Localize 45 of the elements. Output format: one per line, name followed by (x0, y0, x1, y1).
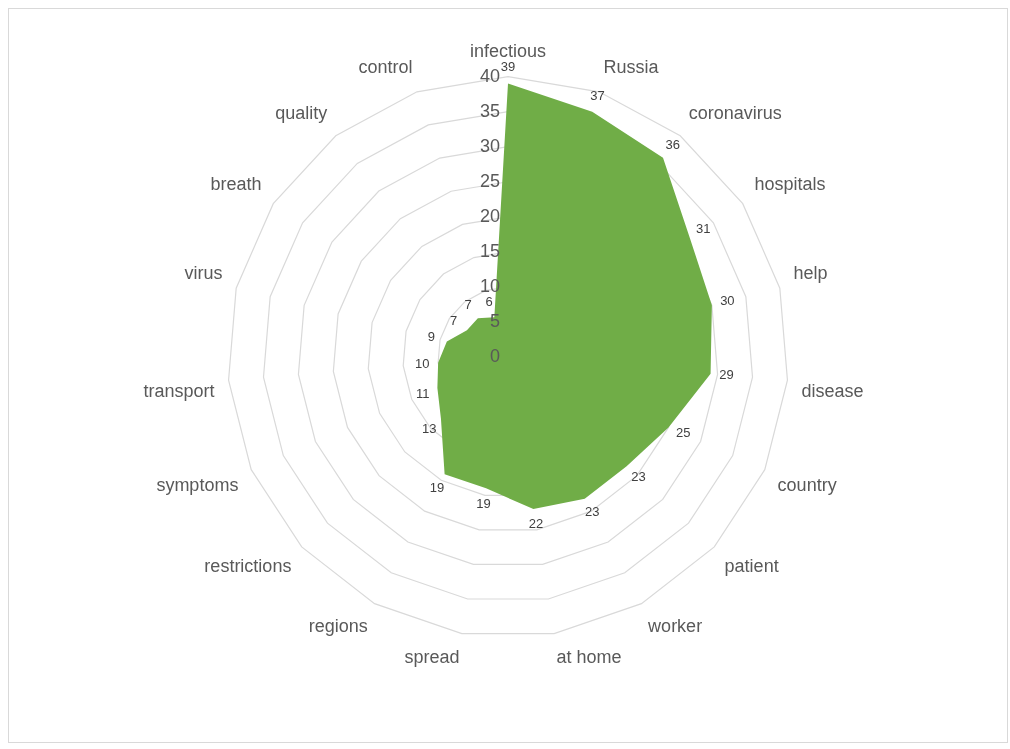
spoke-label: spread (404, 647, 460, 668)
y-tick-label: 0 (489, 345, 500, 366)
spoke-label: control (358, 56, 413, 77)
data-label: 22 (528, 516, 544, 532)
data-label: 9 (427, 329, 435, 345)
data-label: 7 (449, 312, 458, 328)
data-label: 39 (500, 59, 516, 75)
spoke-label: patient (724, 556, 779, 577)
data-label: 30 (720, 293, 735, 309)
spoke-label: hospitals (754, 174, 826, 195)
spoke-label: breath (210, 174, 262, 195)
data-label: 23 (631, 468, 646, 484)
data-label: 19 (476, 495, 491, 511)
data-label: 13 (421, 421, 437, 437)
data-label: 11 (415, 385, 430, 401)
data-label: 31 (696, 220, 711, 236)
y-tick-label: 40 (479, 65, 500, 86)
spoke-label: virus (184, 262, 223, 283)
data-label: 36 (665, 136, 681, 152)
spoke-label: worker (647, 615, 703, 636)
spoke-label: quality (275, 102, 328, 123)
spoke-label: country (777, 475, 837, 496)
spoke-label: regions (308, 615, 368, 636)
y-tick-label: 20 (479, 205, 500, 226)
y-tick-label: 35 (479, 100, 500, 121)
spoke-label: restrictions (204, 556, 292, 577)
data-label: 19 (429, 479, 445, 495)
spoke-label: symptoms (156, 475, 239, 496)
y-tick-label: 25 (479, 170, 500, 191)
data-label: 37 (590, 88, 605, 104)
y-tick-label: 5 (489, 310, 500, 331)
data-label: 25 (675, 425, 691, 441)
data-label: 6 (485, 293, 493, 309)
spoke-label: coronavirus (688, 102, 782, 123)
y-tick-label: 30 (479, 135, 500, 156)
spoke-label: transport (143, 381, 215, 402)
spoke-label: disease (801, 381, 864, 402)
spoke-label: infectious (469, 40, 547, 61)
data-label: 23 (585, 504, 600, 520)
spoke-label: at home (556, 647, 622, 668)
data-label: 29 (719, 366, 734, 382)
data-label: 10 (414, 355, 430, 371)
spoke-label: Russia (603, 56, 660, 77)
data-label: 7 (464, 297, 472, 313)
spoke-label: help (793, 262, 828, 283)
